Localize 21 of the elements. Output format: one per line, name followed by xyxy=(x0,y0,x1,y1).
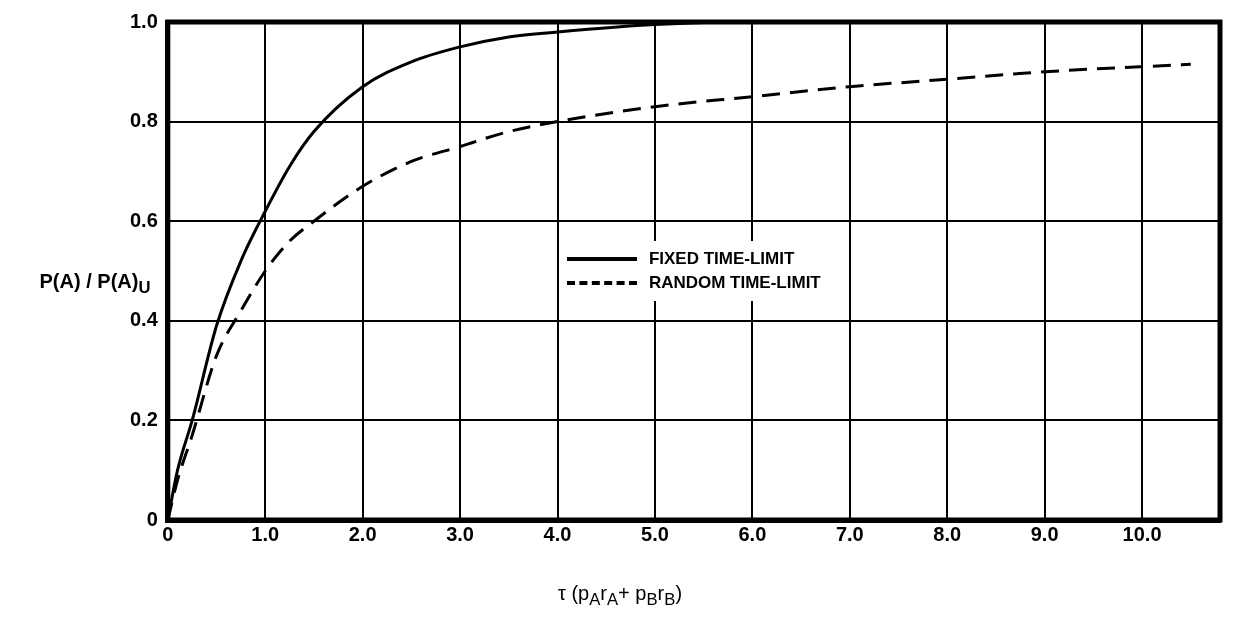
y-tick-label: 0.2 xyxy=(129,407,158,430)
legend-label: FIXED TIME-LIMIT xyxy=(648,249,795,269)
legend-label: RANDOM TIME-LIMIT xyxy=(648,273,821,293)
y-tick-label: 0.8 xyxy=(129,109,158,132)
y-tick-label: 1.0 xyxy=(129,9,158,32)
x-tick-label: 0 xyxy=(162,522,174,545)
x-tick-label: 2.0 xyxy=(348,522,377,545)
text: τ (p$_{A}$r$_{A}$+ p$_{B}$r$_{B}$) xyxy=(557,582,683,609)
x-tick-label: 8.0 xyxy=(933,522,962,545)
x-tick-label: 4.0 xyxy=(543,522,572,545)
y-axis-title: P(A) / P(A)$_{U}$ xyxy=(38,270,152,298)
x-tick-label: 9.0 xyxy=(1030,522,1059,545)
y-tick-label: 0.4 xyxy=(129,308,159,331)
x-tick-label: 10.0 xyxy=(1122,522,1162,545)
x-tick-label: 7.0 xyxy=(835,522,864,545)
y-tick-label: 0 xyxy=(146,507,158,530)
x-tick-label: 5.0 xyxy=(641,522,669,545)
y-tick-label: 0.6 xyxy=(129,208,158,231)
x-tick-label: 1.0 xyxy=(251,522,280,545)
x-tick-label: 6.0 xyxy=(738,522,767,545)
x-tick-label: 3.0 xyxy=(446,522,474,545)
